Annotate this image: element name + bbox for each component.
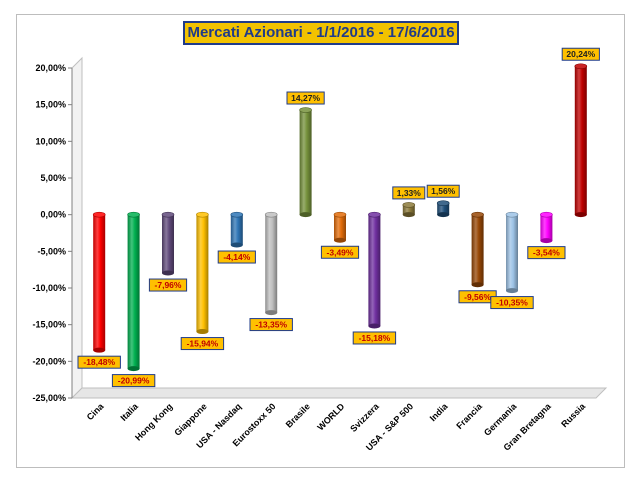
x-tick-label: Cina: [85, 401, 107, 423]
data-label: -20,99%: [118, 376, 150, 386]
bar-top-cap: [161, 211, 175, 218]
y-tick-label: 20,00%: [35, 63, 66, 73]
bar-bottom-cap: [93, 347, 106, 353]
y-tick-label: 0,00%: [40, 210, 66, 220]
bar-top-cap: [127, 211, 140, 218]
bar-bottom-cap: [196, 329, 209, 335]
bar-bottom-cap: [127, 366, 140, 372]
x-tick-label: Hong Kong: [133, 401, 174, 442]
bar-bottom-cap: [299, 212, 312, 218]
bar-bottom-cap: [540, 238, 553, 244]
x-tick-label: Italia: [118, 401, 140, 423]
x-tick-label: Francia: [454, 401, 484, 431]
data-label-box: [111, 374, 156, 388]
data-label-box: [77, 355, 121, 369]
bar: [402, 204, 415, 215]
data-label-box: [527, 246, 566, 260]
data-label-box: [426, 184, 460, 198]
y-tick-label: -20,00%: [32, 356, 66, 366]
data-label-box: [561, 47, 600, 61]
data-label: -3,49%: [327, 247, 354, 257]
x-tick-label: India: [428, 401, 451, 424]
x-tick-label: WORLD: [315, 401, 346, 432]
bar-bottom-cap: [230, 242, 243, 248]
bar-top-cap: [402, 202, 416, 208]
data-label: 1,56%: [431, 186, 456, 196]
bar: [265, 214, 278, 313]
chart-title: Mercati Azionari - 1/1/2016 - 17/6/2016: [183, 21, 459, 45]
y-tick-label: 15,00%: [35, 100, 66, 110]
data-label: 1,33%: [397, 188, 422, 198]
data-label-box: [286, 91, 325, 105]
bar-top-cap: [230, 211, 244, 218]
bar-bottom-cap: [437, 212, 450, 218]
axis-side-wall: [71, 56, 83, 400]
bar: [471, 214, 484, 285]
data-label: 20,24%: [566, 49, 595, 59]
data-label: -18,48%: [83, 357, 115, 367]
x-tick-label: Svizzera: [348, 401, 381, 434]
bar-top-cap: [368, 211, 381, 218]
y-tick-label: -15,00%: [32, 320, 66, 330]
data-label-box: [249, 318, 293, 332]
chart-floor: [70, 387, 608, 399]
bar: [230, 214, 243, 246]
x-tick-label: Russia: [559, 401, 588, 430]
bar: [127, 214, 140, 369]
data-label: -7,96%: [155, 280, 182, 290]
bar: [437, 203, 450, 215]
bar-top-cap: [264, 211, 278, 218]
bar-top-cap: [471, 211, 484, 218]
y-tick-label: 5,00%: [40, 173, 66, 183]
bar: [162, 214, 174, 274]
data-label-box: [320, 245, 360, 259]
y-tick-label: -5,00%: [37, 246, 66, 256]
data-label-box: [180, 337, 225, 351]
data-label-box: [352, 331, 397, 345]
data-label: -13,35%: [255, 320, 287, 330]
data-label: -9,56%: [464, 292, 491, 302]
bar-bottom-cap: [334, 237, 346, 243]
x-tick-label: Brasile: [284, 401, 312, 429]
x-tick-label: Giappone: [172, 401, 208, 437]
bar-top-cap: [196, 211, 209, 218]
data-label-box: [148, 278, 188, 292]
data-label-box: [217, 250, 256, 264]
bar-bottom-cap: [506, 288, 518, 294]
bar: [574, 66, 587, 215]
data-label: -3,54%: [533, 248, 560, 258]
bar-bottom-cap: [574, 212, 587, 218]
bar-bottom-cap: [471, 282, 484, 288]
bar: [368, 214, 381, 326]
bar: [299, 110, 312, 215]
bar: [506, 214, 518, 291]
bar-top-cap: [299, 107, 312, 113]
bar-bottom-cap: [265, 310, 278, 316]
data-label: -4,14%: [223, 252, 250, 262]
bar: [196, 214, 209, 332]
y-tick-label: -10,00%: [32, 283, 66, 293]
bar-top-cap: [505, 211, 519, 218]
bar: [540, 214, 553, 241]
data-label: -15,18%: [359, 333, 391, 343]
bar-top-cap: [333, 211, 347, 218]
bar-bottom-cap: [402, 212, 415, 218]
y-tick-label: -25,00%: [32, 393, 66, 403]
bar: [334, 214, 346, 241]
bar-top-cap: [436, 200, 450, 207]
bar: [93, 214, 106, 351]
y-tick-label: 10,00%: [35, 136, 66, 146]
data-label: -15,94%: [187, 339, 219, 349]
bar-top-cap: [540, 211, 553, 218]
data-label-box: [392, 186, 426, 200]
bar-top-cap: [574, 63, 588, 70]
bar-top-cap: [92, 211, 106, 218]
data-label-box: [490, 296, 534, 310]
data-label: 14,27%: [291, 93, 320, 103]
bar-bottom-cap: [162, 270, 174, 276]
data-label: -10,35%: [496, 298, 528, 308]
bar-bottom-cap: [368, 323, 381, 329]
